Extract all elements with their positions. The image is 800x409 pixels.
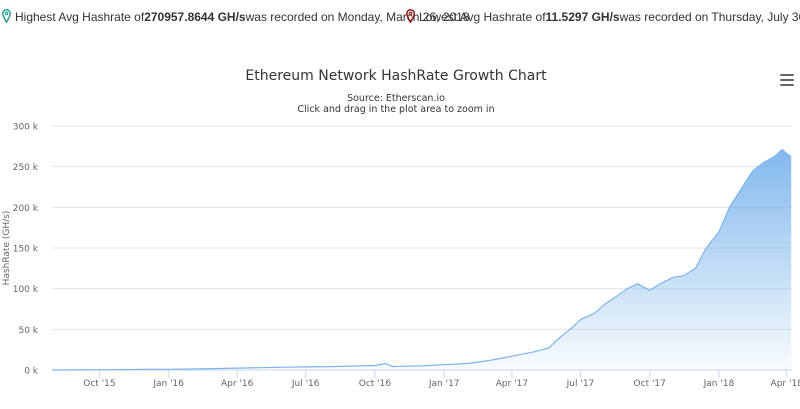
data-point bbox=[548, 347, 550, 349]
hashrate-records-bar: Highest Avg Hashrate of 270957.8644 GH/s… bbox=[0, 0, 800, 34]
data-point bbox=[352, 365, 354, 367]
data-point bbox=[763, 162, 765, 164]
data-point bbox=[683, 275, 685, 277]
data-point bbox=[488, 360, 490, 362]
data-point bbox=[328, 366, 330, 368]
x-tick-label: Jan '16 bbox=[152, 379, 184, 389]
data-point bbox=[168, 369, 170, 371]
hamburger-menu-icon[interactable] bbox=[780, 74, 794, 86]
lowest-value: 11.5297 GH/s bbox=[545, 10, 620, 24]
data-point bbox=[786, 153, 788, 155]
highest-prefix: Highest Avg Hashrate of bbox=[15, 10, 145, 24]
y-tick-label: 0 k bbox=[24, 367, 39, 377]
data-point bbox=[374, 365, 376, 367]
data-point bbox=[603, 304, 605, 306]
data-point bbox=[305, 366, 307, 368]
data-point bbox=[752, 170, 754, 172]
data-point bbox=[580, 319, 582, 321]
hashrate-chart-container[interactable]: 0 k 50 k 100 k 150 k 200 k 250 k 300 k HashRate… bbox=[0, 60, 800, 409]
lowest-prefix: Lowest Avg Hashrate of bbox=[419, 10, 546, 24]
x-tick-label: Jan '17 bbox=[428, 379, 460, 389]
data-point bbox=[718, 231, 720, 233]
y-tick-label: 100 k bbox=[13, 285, 39, 295]
data-point bbox=[145, 369, 147, 371]
data-point bbox=[729, 207, 731, 209]
chart-title: Ethereum Network HashRate Growth Chart bbox=[245, 68, 547, 84]
data-point bbox=[213, 368, 215, 370]
y-axis-title: HashRate (GH/s) bbox=[2, 211, 12, 286]
data-point bbox=[282, 366, 284, 368]
data-point bbox=[99, 369, 101, 371]
data-point bbox=[236, 367, 238, 369]
data-point bbox=[385, 363, 387, 365]
y-tick-label: 50 k bbox=[18, 326, 38, 336]
chart-source-subtitle: Source: Etherscan.io bbox=[347, 93, 445, 104]
y-tick-label: 150 k bbox=[13, 245, 39, 255]
data-point bbox=[443, 364, 445, 366]
data-point bbox=[594, 312, 596, 314]
data-point bbox=[191, 368, 193, 370]
y-tick-label: 250 k bbox=[13, 163, 39, 173]
lowest-suffix: was recorded on Thursday, July 30, 2015 bbox=[619, 10, 800, 24]
x-tick-label: Apr '17 bbox=[496, 379, 528, 389]
data-point bbox=[122, 369, 124, 371]
highest-hashrate-note: Highest Avg Hashrate of 270957.8644 GH/s… bbox=[2, 9, 470, 24]
chart-zoom-hint: Click and drag in the plot area to zoom … bbox=[297, 104, 495, 115]
data-point bbox=[259, 367, 261, 369]
data-point bbox=[398, 366, 400, 368]
data-point bbox=[534, 351, 536, 353]
y-tick-label: 200 k bbox=[13, 204, 39, 214]
data-point bbox=[649, 290, 651, 292]
hashrate-area bbox=[52, 149, 792, 370]
data-point bbox=[672, 277, 674, 279]
y-tick-label: 300 k bbox=[13, 123, 39, 133]
hashrate-line bbox=[51, 149, 792, 371]
x-tick-label: Jul '16 bbox=[291, 379, 320, 389]
data-point bbox=[467, 363, 469, 365]
data-point bbox=[392, 366, 394, 368]
lowest-hashrate-note: Lowest Avg Hashrate of 11.5297 GH/s was … bbox=[406, 9, 800, 24]
highest-value: 270957.8644 GH/s bbox=[144, 10, 246, 24]
map-pin-icon bbox=[2, 9, 11, 23]
data-point bbox=[626, 288, 628, 290]
data-point bbox=[571, 327, 573, 329]
map-pin-icon bbox=[406, 9, 415, 23]
data-point bbox=[660, 283, 662, 285]
hashrate-chart[interactable]: 0 k 50 k 100 k 150 k 200 k 250 k 300 k HashRate… bbox=[0, 60, 800, 409]
data-point bbox=[76, 369, 78, 371]
x-tick-label: Oct '16 bbox=[359, 379, 392, 389]
data-point bbox=[637, 283, 639, 285]
data-point bbox=[790, 156, 792, 158]
x-tick-label: Apr '16 bbox=[221, 379, 254, 389]
data-point bbox=[742, 186, 744, 188]
data-point bbox=[511, 355, 513, 357]
x-tick-label: Jul '17 bbox=[566, 379, 595, 389]
data-point bbox=[695, 268, 697, 270]
x-tick-label: Apr '18 bbox=[771, 379, 800, 389]
data-point bbox=[773, 156, 775, 158]
data-point bbox=[781, 149, 783, 151]
x-tick-label: Oct '15 bbox=[83, 379, 115, 389]
x-tick-label: Jan '18 bbox=[703, 379, 735, 389]
data-point bbox=[617, 294, 619, 296]
data-point bbox=[51, 369, 53, 371]
data-point bbox=[557, 338, 559, 340]
data-point bbox=[420, 365, 422, 367]
data-point bbox=[705, 247, 707, 249]
x-tick-label: Oct '17 bbox=[634, 379, 666, 389]
